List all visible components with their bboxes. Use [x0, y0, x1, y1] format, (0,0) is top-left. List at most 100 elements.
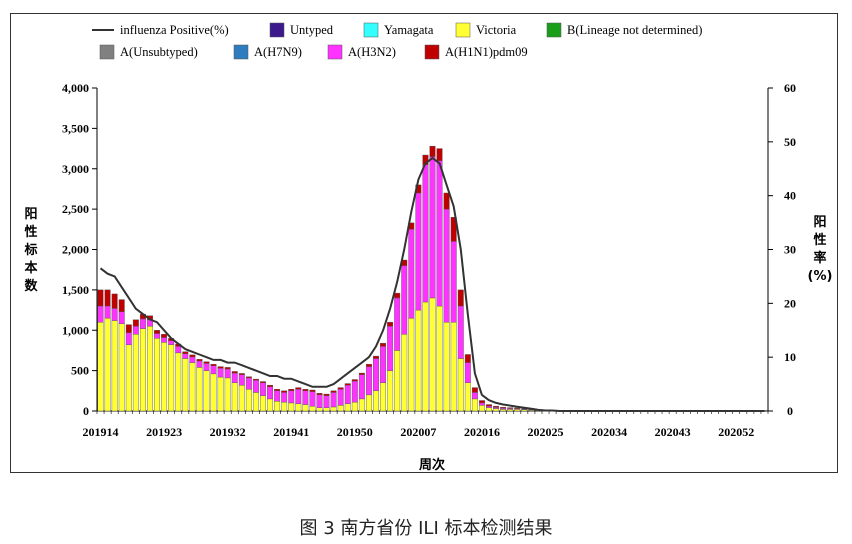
y-tick-label: 1,500 — [62, 283, 89, 297]
bar-a-h1n1-pdm09 — [436, 148, 443, 161]
bar-a-h1n1-pdm09 — [245, 376, 252, 379]
bar-a-h3n2- — [288, 390, 295, 404]
legend-swatch — [455, 22, 471, 38]
legend-label: A(Unsubtyped) — [120, 45, 198, 59]
bar-a-h1n1-pdm09 — [182, 351, 189, 354]
y-axis-title-char: 数 — [24, 278, 38, 294]
x-tick-label: 201950 — [337, 425, 373, 439]
bar-a-h1n1-pdm09 — [302, 388, 309, 392]
legend-swatch — [424, 44, 440, 60]
bar-victoria — [97, 321, 104, 412]
bar-a-h3n2- — [189, 356, 196, 363]
x-tick-label: 201932 — [210, 425, 246, 439]
legend-label: influenza Positive(%) — [120, 23, 229, 37]
bar-a-h1n1-pdm09 — [514, 407, 521, 409]
bar-a-h1n1-pdm09 — [373, 355, 379, 359]
x-tick-label: 202007 — [400, 425, 436, 439]
bar-a-h3n2- — [245, 377, 252, 390]
y-tick-label: 2,000 — [62, 243, 89, 257]
x-tick-label: 202016 — [464, 425, 500, 439]
bar-a-h3n2- — [161, 337, 168, 343]
y-tick-label: 500 — [71, 364, 89, 378]
x-tick-label: 202025 — [528, 425, 564, 439]
bar-victoria — [415, 309, 422, 412]
legend-swatch — [99, 44, 115, 60]
bar-victoria — [168, 344, 175, 412]
bar-a-h3n2- — [351, 380, 358, 403]
y-tick-label: 3,000 — [62, 162, 89, 176]
bar-a-h3n2- — [125, 332, 132, 345]
bar-victoria — [196, 367, 203, 412]
bar-victoria — [471, 398, 478, 412]
bar-a-h3n2- — [365, 366, 372, 396]
y2-axis-title-char: 阳 — [813, 215, 826, 230]
legend-label: A(H7N9) — [254, 45, 302, 59]
bar-a-h1n1-pdm09 — [478, 400, 485, 404]
bar-victoria — [231, 382, 238, 412]
bar-victoria — [210, 373, 217, 412]
y-tick-label: 2,500 — [62, 202, 89, 216]
legend-label: Untyped — [290, 23, 334, 37]
bar-victoria — [478, 405, 485, 412]
bar-victoria — [450, 321, 457, 412]
bar-victoria — [330, 406, 337, 412]
legend-swatch — [327, 44, 343, 60]
bar-a-h1n1-pdm09 — [281, 390, 288, 393]
bar-a-h1n1-pdm09 — [443, 192, 450, 210]
bar-victoria — [309, 405, 316, 412]
bar-victoria — [323, 407, 330, 412]
bar-a-h3n2- — [118, 311, 125, 324]
bar-a-h1n1-pdm09 — [471, 387, 478, 393]
bar-a-h3n2- — [309, 391, 316, 407]
bar-a-h1n1-pdm09 — [295, 387, 302, 390]
bar-a-h3n2- — [471, 392, 478, 400]
bar-a-h3n2- — [337, 388, 344, 406]
bar-victoria — [514, 409, 521, 412]
bar-a-h1n1-pdm09 — [351, 379, 358, 382]
bar-victoria — [337, 405, 344, 412]
bar-a-h3n2- — [104, 305, 111, 319]
bar-victoria — [161, 342, 168, 412]
bar-victoria — [182, 358, 189, 412]
line-influenza-positive — [99, 156, 765, 412]
bar-a-h3n2- — [274, 390, 281, 402]
bar-a-h3n2- — [478, 402, 485, 406]
bar-victoria — [457, 358, 464, 412]
legend-swatch — [233, 44, 249, 60]
bar-a-h1n1-pdm09 — [97, 289, 104, 307]
chart-svg: 0 500 1,000 1,500 2,000 2,500 3,000 3,500 4,000 0… — [23, 22, 832, 473]
x-axis-title: 周次 — [419, 457, 445, 473]
bar-a-h3n2- — [457, 305, 464, 359]
y2-tick-label: 60 — [784, 81, 796, 95]
bar-victoria — [507, 409, 514, 412]
bar-victoria — [260, 395, 266, 412]
legend-swatch — [363, 22, 379, 38]
bar-a-h3n2- — [97, 305, 104, 323]
bar-a-h1n1-pdm09 — [274, 388, 281, 392]
bar-victoria — [493, 408, 500, 412]
figure-caption: 图 3 南方省份 ILI 标本检测结果 — [299, 518, 553, 539]
x-tick-label: 201923 — [146, 425, 182, 439]
legend-label: Yamagata — [384, 23, 434, 37]
chart-frame — [10, 13, 838, 473]
bar-victoria — [274, 401, 281, 412]
bar-a-h1n1-pdm09 — [323, 393, 330, 396]
y2-axis-title-char: 性 — [813, 232, 826, 248]
bar-a-h1n1-pdm09 — [365, 363, 372, 367]
bar-a-h1n1-pdm09 — [380, 342, 387, 347]
bar-victoria — [387, 370, 394, 412]
bar-a-h3n2- — [224, 368, 231, 379]
bar-victoria — [245, 388, 252, 412]
bar-victoria — [486, 407, 492, 412]
bar-victoria — [365, 394, 372, 412]
x-tick-label: 202052 — [718, 425, 754, 439]
bar-a-h1n1-pdm09 — [507, 407, 514, 409]
x-tick-label: 201914 — [83, 425, 119, 439]
bar-a-h1n1-pdm09 — [196, 359, 203, 362]
x-tick-label: 202043 — [655, 425, 691, 439]
bar-a-h3n2- — [231, 372, 238, 383]
bar-a-h3n2- — [373, 358, 379, 392]
bar-a-h3n2- — [344, 384, 351, 404]
bar-a-h3n2- — [401, 265, 408, 335]
bar-victoria — [380, 382, 387, 412]
